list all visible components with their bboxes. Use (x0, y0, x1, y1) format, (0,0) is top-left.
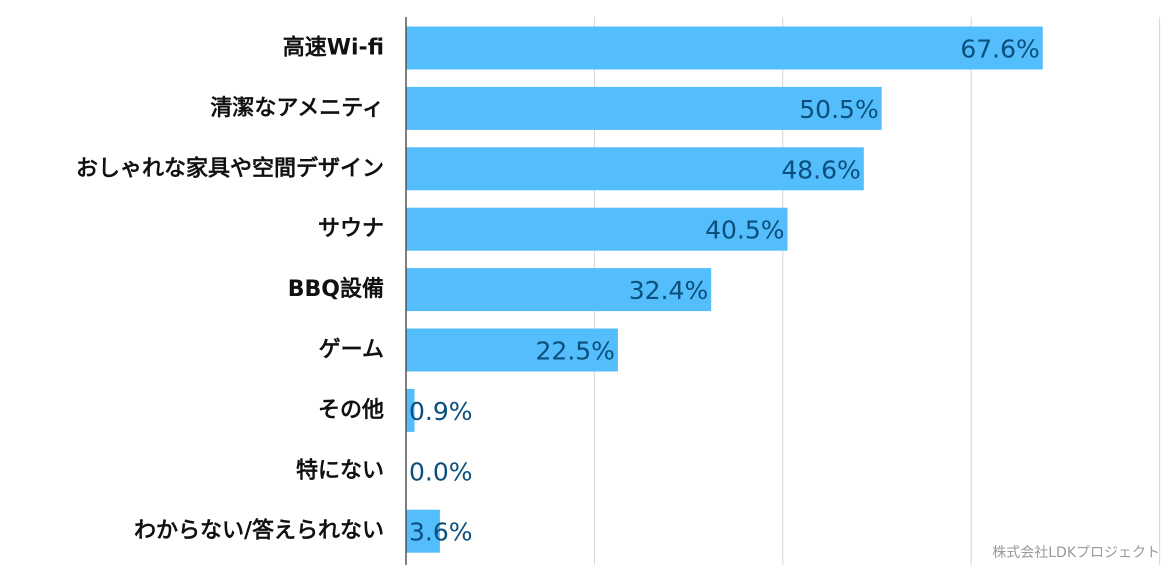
value-label: 32.4% (629, 276, 708, 305)
value-label: 50.5% (799, 95, 878, 124)
category-label: サウナ (318, 217, 384, 242)
bar (406, 147, 864, 191)
bar (406, 509, 440, 553)
credit-text: 株式会社LDKプロジェクト (992, 545, 1160, 561)
value-label: 0.0% (409, 457, 473, 486)
value-label: 22.5% (536, 337, 615, 366)
value-labels: 67.6% 50.5% 48.6% 40.5% 32.4% 22.5% 0.9% 0.0% 3.… (409, 35, 1040, 547)
category-label: その他 (318, 398, 384, 423)
value-label: 3.6% (409, 518, 473, 547)
bar (406, 86, 882, 130)
category-label: 特にない (296, 457, 384, 483)
value-label: 48.6% (781, 155, 860, 184)
value-label: 67.6% (960, 35, 1039, 64)
value-label: 40.5% (705, 216, 784, 245)
category-label: わからない/答えられない (134, 518, 384, 544)
bars (406, 26, 1043, 553)
bar (406, 207, 788, 251)
bar (406, 388, 415, 432)
category-label: BBQ設備 (288, 276, 384, 302)
category-label: 高速Wi-fi (283, 35, 384, 61)
bar (406, 26, 1043, 70)
category-label: ゲーム (319, 338, 384, 363)
value-label: 0.9% (409, 397, 473, 426)
category-label: おしゃれな家具や空間デザイン (76, 155, 384, 181)
bar (406, 268, 712, 312)
category-label: 清潔なアメニティ (210, 95, 384, 121)
bar (406, 328, 618, 372)
